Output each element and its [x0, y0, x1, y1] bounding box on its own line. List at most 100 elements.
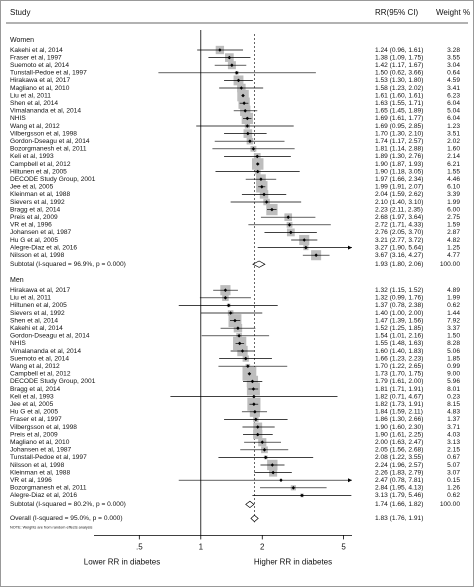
study-label: Magliano et al, 2010	[10, 85, 70, 92]
study-label: VR et al, 1996	[10, 477, 52, 484]
weight-label: 1.25	[447, 244, 460, 251]
ci-label: 1.58 (1.23, 2.02)	[375, 85, 423, 92]
point-estimate	[255, 154, 260, 159]
point-estimate	[252, 402, 256, 406]
ci-label: 1.73 (1.70, 1.75)	[375, 371, 423, 378]
study-label: Vilbergsson et al, 1998	[10, 424, 77, 431]
point-estimate	[246, 364, 250, 368]
study-label: Alegre-Diaz et al, 2016	[10, 244, 77, 251]
ci-label: 1.69 (0.95, 2.85)	[375, 123, 423, 130]
subtotal-ci: 1.93 (1.80, 2.06)	[375, 261, 423, 268]
study-label: Hirakawa et al, 2017	[10, 287, 70, 294]
point-estimate	[279, 478, 283, 482]
section-label: Men	[10, 277, 24, 284]
header-study: Study	[10, 8, 30, 17]
ci-label: 1.69 (1.61, 1.77)	[375, 115, 423, 122]
weight-label: 6.21	[447, 161, 460, 168]
weight-label: 8.01	[447, 386, 460, 393]
weight-label: 1.23	[447, 123, 460, 130]
weight-label: 1.99	[447, 295, 460, 302]
ci-label: 2.10 (1.40, 3.10)	[375, 199, 423, 206]
subtotal-weight: 100.00	[440, 501, 461, 508]
ci-label: 1.61 (1.60, 1.61)	[375, 92, 423, 99]
point-estimate	[223, 288, 228, 292]
weight-label: 3.51	[447, 130, 460, 137]
point-estimate	[255, 432, 260, 437]
ci-label: 1.81 (1.71, 1.91)	[375, 386, 423, 393]
weight-label: 3.04	[447, 62, 460, 69]
weight-label: 3.39	[447, 191, 460, 198]
ci-label: 2.68 (1.97, 3.64)	[375, 214, 423, 221]
point-estimate	[264, 200, 269, 204]
point-estimate	[245, 124, 250, 128]
ci-label: 2.26 (1.83, 2.79)	[375, 469, 423, 476]
study-label: Johansen et al, 1987	[10, 447, 72, 454]
weight-label: 3.37	[447, 325, 460, 332]
study-label: Vilbergsson et al, 1998	[10, 130, 77, 137]
point-estimate	[241, 93, 245, 98]
point-estimate	[236, 78, 241, 83]
subtotal-label: Subtotal (I-squared = 80.2%, p = 0.000)	[10, 501, 126, 508]
study-label: Shen et al, 2014	[10, 100, 58, 107]
weight-label: 1.55	[447, 168, 460, 175]
ci-label: 3.13 (1.79, 5.46)	[375, 492, 423, 499]
ci-label: 2.84 (1.95, 4.13)	[375, 485, 423, 492]
ci-label: 1.90 (1.60, 2.30)	[375, 424, 423, 431]
point-estimate	[252, 394, 256, 399]
weight-label: 0.99	[447, 363, 460, 370]
point-estimate	[300, 493, 304, 498]
ci-label: 1.24 (0.96, 1.61)	[375, 47, 423, 54]
ci-label: 1.70 (1.30, 2.10)	[375, 130, 423, 137]
study-label: Tunstall-Pedoe et al, 1997	[10, 454, 87, 461]
weight-label: 0.67	[447, 454, 460, 461]
ci-label: 3.67 (3.16, 4.27)	[375, 252, 423, 259]
section-label: Women	[10, 37, 34, 44]
point-estimate	[251, 147, 256, 151]
study-label: VR et al, 1996	[10, 222, 52, 229]
weight-label: 2.15	[447, 447, 460, 454]
point-estimate	[245, 116, 250, 121]
ci-label: 1.79 (1.61, 2.00)	[375, 378, 423, 385]
study-label: Keli et al, 1993	[10, 153, 54, 160]
overall-ci: 1.83 (1.76, 1.91)	[375, 515, 423, 522]
ci-label: 1.99 (1.91, 2.07)	[375, 184, 423, 191]
note: NOTE: Weights are from random effects an…	[10, 525, 92, 529]
overall-label: Overall (I-squared = 95.0%, p = 0.000)	[10, 515, 123, 522]
x-label-left: Lower RR in diabetes	[84, 558, 160, 567]
ci-label: 2.04 (1.59, 2.62)	[375, 191, 423, 198]
weight-label: 6.04	[447, 100, 460, 107]
subtotal-diamond	[252, 260, 266, 268]
weight-label: 3.41	[447, 85, 460, 92]
point-estimate	[234, 71, 239, 75]
weight-label: 2.75	[447, 214, 460, 221]
study-label: Campbell et al, 2012	[10, 371, 71, 378]
study-label: DECODE Study Group, 2001	[10, 176, 96, 183]
ci-label: 3.21 (2.77, 3.72)	[375, 237, 423, 244]
point-estimate	[250, 379, 255, 384]
ci-arrow	[348, 478, 352, 483]
study-label: Preis et al, 2009	[10, 214, 58, 221]
study-label: Liu et al, 2011	[10, 92, 51, 99]
study-label: Bozorgmanesh et al, 2011	[10, 485, 87, 492]
study-label: Hu G et al, 2005	[10, 409, 58, 416]
study-label: Bragg et al, 2014	[10, 206, 61, 213]
study-label: Bragg et al, 2014	[10, 386, 61, 393]
point-estimate	[260, 185, 264, 189]
point-estimate	[218, 48, 222, 52]
weight-label: 1.85	[447, 355, 460, 362]
point-estimate	[260, 440, 265, 444]
point-estimate	[237, 341, 242, 346]
ci-label: 1.32 (1.15, 1.52)	[375, 287, 423, 294]
ci-arrow	[348, 245, 352, 250]
subtotal-diamond	[245, 500, 255, 509]
weight-label: 3.28	[447, 47, 460, 54]
ci-label: 1.84 (1.59, 2.11)	[375, 409, 423, 416]
ci-label: 1.66 (1.23, 2.23)	[375, 355, 423, 362]
point-estimate	[271, 470, 275, 475]
study-label: Nilsson et al, 1998	[10, 462, 65, 469]
study-label: Liu et al, 2011	[10, 295, 51, 302]
point-estimate	[247, 372, 252, 376]
point-estimate	[270, 207, 274, 212]
point-estimate	[233, 318, 237, 323]
